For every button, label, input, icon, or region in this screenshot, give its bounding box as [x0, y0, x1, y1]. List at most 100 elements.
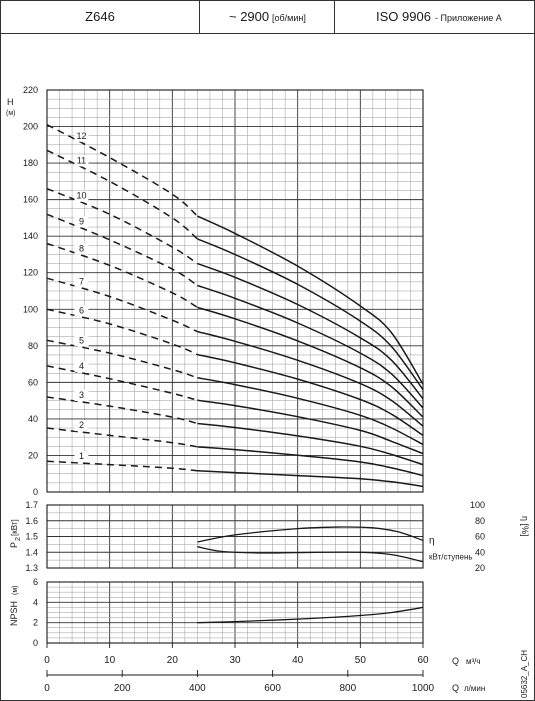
stage-label-11: 11 — [77, 155, 86, 165]
q-m3h-tick: 40 — [292, 655, 304, 666]
power-axis-unit: [кВт] — [10, 519, 19, 536]
curve-lines — [46, 124, 424, 624]
power-y-tick: 1.7 — [25, 500, 38, 510]
drawing-code-text: 05632_A_CH — [520, 650, 529, 698]
speed-value: ~ 2900 — [229, 9, 269, 24]
q-m3h-tick: 60 — [417, 655, 429, 666]
stage-label-9: 9 — [79, 216, 84, 226]
stage-label-5: 5 — [79, 335, 84, 345]
q-m3h-tick: 50 — [355, 655, 367, 666]
head-y-tick: 40 — [28, 414, 38, 424]
efficiency-y-tick: 20 — [475, 563, 485, 573]
head-y-tick: 160 — [23, 195, 38, 205]
head-y-tick: 60 — [28, 377, 38, 387]
stage-label-2: 2 — [79, 420, 84, 430]
stage-label-bg — [74, 130, 89, 142]
efficiency-y-tick: 80 — [475, 516, 485, 526]
tick-labels: 0204060801001201401601802002201.31.41.51… — [23, 85, 485, 694]
power-axis-title: P 2 [кВт] — [9, 519, 22, 548]
head-curve-1-dashed — [46, 460, 198, 472]
efficiency-y-tick: 60 — [475, 532, 485, 542]
power-curve-label: кВт/ступень — [429, 553, 473, 562]
power-y-tick: 1.4 — [25, 547, 38, 557]
power-y-tick: 1.5 — [25, 532, 38, 542]
q-lmin-label: Q — [452, 683, 459, 693]
efficiency-axis-title: η [%] — [520, 516, 530, 537]
stage-label-bg — [74, 276, 89, 288]
grid-lines — [46, 89, 424, 644]
head-curve-2 — [197, 446, 424, 477]
head-curve-12 — [197, 215, 424, 385]
head-curve-3-dashed — [46, 396, 198, 425]
head-curve-6 — [197, 353, 424, 437]
head-curve-4 — [197, 399, 424, 455]
q-lmin-tick: 600 — [264, 683, 281, 694]
stage-label-6: 6 — [79, 305, 84, 315]
q-m3h-unit: м³/ч — [466, 657, 481, 666]
speed-unit: [об/мин] — [272, 13, 306, 23]
head-y-tick: 80 — [28, 341, 38, 351]
q-lmin-tick: 800 — [339, 683, 356, 694]
head-curve-5-dashed — [46, 339, 198, 379]
power-axis-label: P — [9, 542, 19, 548]
head-y-tick: 100 — [23, 304, 38, 314]
npsh-y-tick: 4 — [33, 597, 38, 607]
head-y-tick: 0 — [33, 487, 38, 497]
q-m3h-tick: 30 — [229, 655, 241, 666]
head-curve-5 — [197, 377, 424, 446]
head-y-tick: 180 — [23, 158, 38, 168]
head-curve-7-dashed — [46, 277, 198, 333]
head-y-tick: 200 — [23, 122, 38, 132]
stage-label-bg — [74, 390, 89, 402]
head-axis-unit: (м) — [6, 110, 15, 117]
power-curve — [197, 546, 424, 563]
stage-label-bg — [74, 335, 89, 347]
q-lmin-unit: л/мин — [464, 684, 485, 693]
stage-label-bg — [74, 216, 89, 228]
stage-label-7: 7 — [79, 276, 84, 286]
head-frame — [46, 89, 424, 493]
stage-label-bg — [74, 420, 89, 432]
q-lmin-tick: 400 — [189, 683, 206, 694]
head-y-tick: 140 — [23, 231, 38, 241]
power-y-tick: 1.3 — [25, 563, 38, 573]
standard-note: - Приложение А — [435, 13, 502, 23]
stage-label-bg — [74, 243, 89, 255]
npsh-y-tick: 6 — [33, 577, 38, 587]
q-lmin-tick: 0 — [44, 683, 50, 694]
head-y-tick: 220 — [23, 85, 38, 95]
head-curve-7 — [197, 330, 424, 427]
q-lmin-tick: 1000 — [412, 683, 435, 694]
stage-label-bg — [74, 451, 89, 463]
head-curve-11 — [197, 238, 424, 391]
stage-label-10: 10 — [76, 191, 86, 201]
stage-label-3: 3 — [79, 390, 84, 400]
efficiency-y-tick: 40 — [475, 547, 485, 557]
stage-label-4: 4 — [79, 361, 84, 371]
head-curve-6-dashed — [46, 308, 198, 356]
npsh-y-tick: 2 — [33, 618, 38, 628]
head-curve-2-dashed — [46, 427, 198, 448]
head-curve-8 — [197, 306, 424, 418]
npsh-axis-unit: (м) — [12, 586, 19, 595]
power-axis-sub: 2 — [15, 537, 22, 541]
head-curve-12-dashed — [46, 124, 198, 217]
efficiency-axis-label: η [%] — [520, 516, 530, 537]
efficiency-curve-label: η — [429, 535, 435, 546]
npsh-y-tick: 0 — [33, 638, 38, 648]
head-axis-label: H — [7, 97, 14, 107]
head-curve-8-dashed — [46, 242, 198, 309]
model-name: Z646 — [85, 9, 115, 24]
head-y-tick: 120 — [23, 268, 38, 278]
q-m3h-label: Q — [452, 656, 459, 666]
q-m3h-tick: 20 — [167, 655, 179, 666]
npsh-axis-label: NPSH — [9, 601, 19, 626]
power-y-tick: 1.6 — [25, 516, 38, 526]
drawing-code: 05632_A_CH — [520, 650, 529, 698]
q-m3h-tick: 10 — [104, 655, 116, 666]
standard-name: ISO 9906 — [376, 9, 431, 24]
head-curve-10-dashed — [46, 188, 198, 265]
npsh-axis-title: NPSH (м) — [9, 586, 19, 626]
power-frame — [46, 504, 424, 569]
